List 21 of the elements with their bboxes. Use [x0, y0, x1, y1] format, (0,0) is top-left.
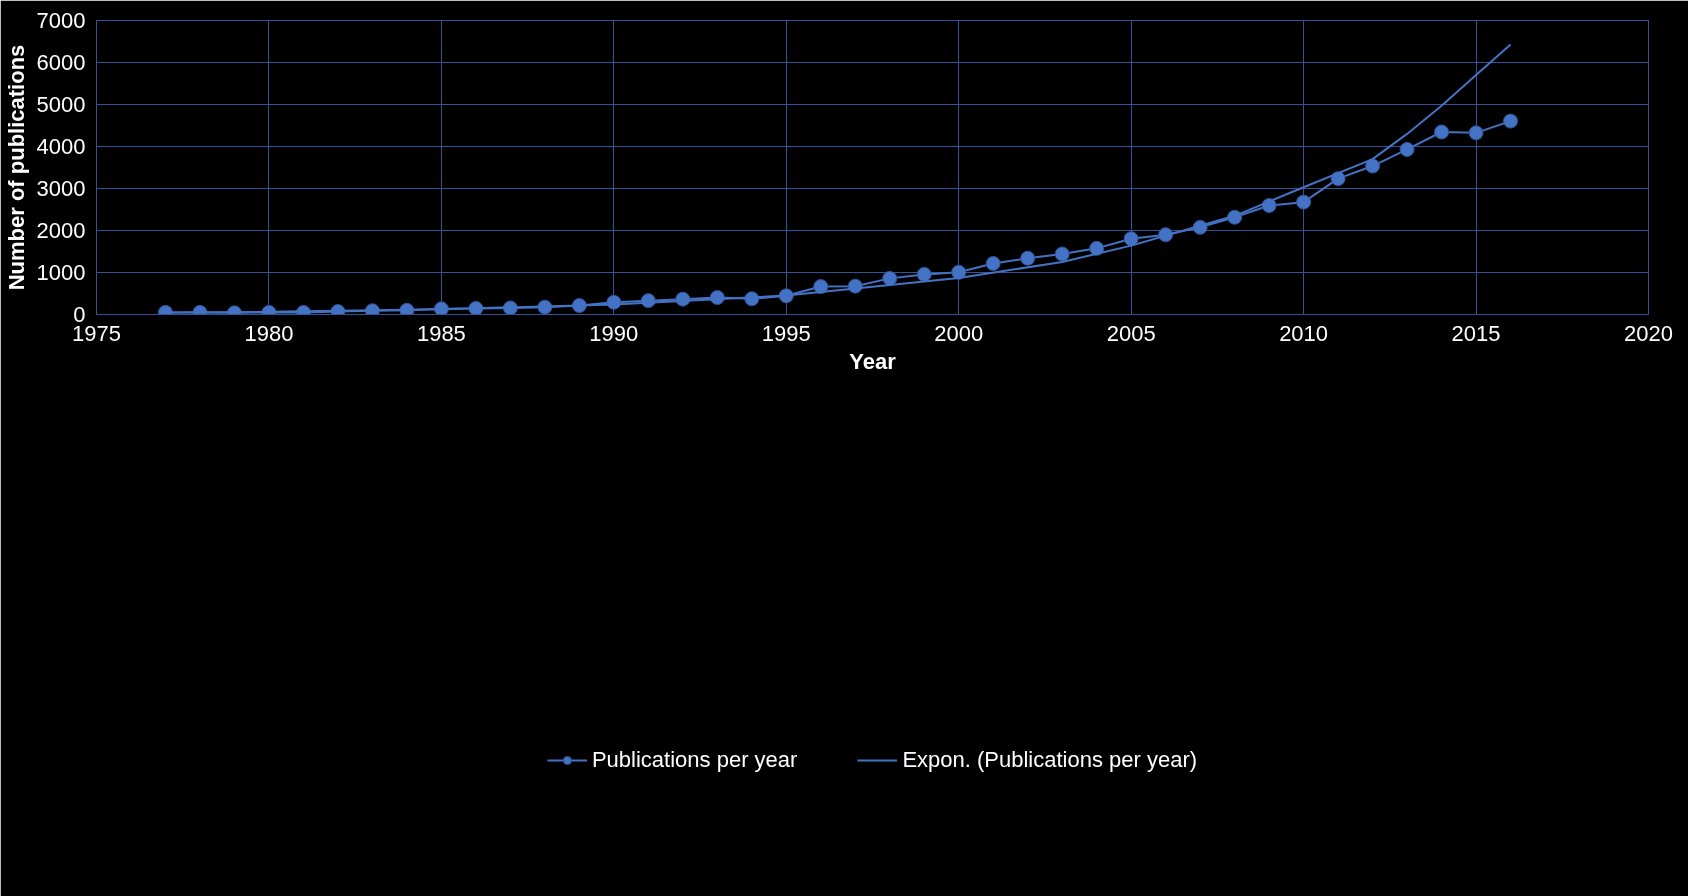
y-tick-label: 2000: [36, 218, 86, 243]
x-tick-label: 2020: [1624, 320, 1673, 346]
y-tick-label: 4000: [36, 134, 86, 159]
x-tick-label: 2015: [1451, 320, 1501, 346]
y-tick-label: 1000: [36, 260, 86, 285]
x-tick-label: 2000: [934, 320, 984, 346]
y-tick-label: 5000: [36, 92, 86, 117]
x-tick-label: 1995: [761, 320, 811, 346]
y-tick-label: 7000: [36, 8, 86, 33]
x-axis-title: Year: [849, 348, 897, 374]
x-tick-label: 2005: [1106, 320, 1156, 346]
legend-label: Publications per year: [591, 746, 798, 773]
x-tick-label: 1990: [589, 320, 639, 346]
y-axis-title: Number of publications: [3, 44, 29, 291]
x-tick-label: 2010: [1279, 320, 1329, 346]
y-tick-label: 0: [73, 302, 86, 327]
x-tick-label: 1980: [244, 320, 294, 346]
x-tick-label: 1985: [416, 320, 466, 346]
y-tick-label: 3000: [36, 176, 86, 201]
y-tick-label: 6000: [36, 50, 86, 75]
legend-label: Expon. (Publications per year): [902, 746, 1198, 773]
